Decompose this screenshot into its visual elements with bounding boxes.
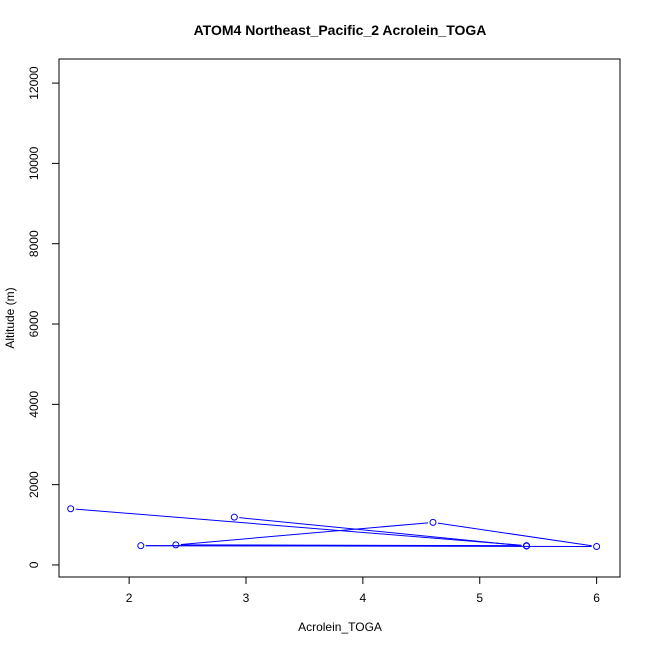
data-point: [172, 541, 180, 549]
y-tick-label: 8000: [27, 230, 41, 257]
series-group: [67, 505, 601, 550]
y-tick-label: 4000: [27, 391, 41, 418]
data-point: [429, 518, 437, 526]
series-line-segment: [180, 522, 429, 545]
x-tick-label: 2: [126, 591, 133, 605]
y-tick-label: 0: [27, 561, 41, 568]
data-point: [230, 513, 238, 521]
y-tick-label: 12000: [27, 66, 41, 100]
data-point: [137, 542, 145, 550]
y-tick-label: 6000: [27, 310, 41, 337]
x-tick-label: 3: [243, 591, 250, 605]
x-axis: 2 3 4 5 6: [126, 576, 600, 605]
chart-title: ATOM4 Northeast_Pacific_2 Acrolein_TOGA: [194, 22, 487, 38]
x-tick-label: 4: [360, 591, 367, 605]
series-line-segment: [437, 522, 592, 547]
series-line-segment: [239, 517, 522, 547]
y-tick-label: 10000: [27, 146, 41, 180]
x-axis-label: Acrolein_TOGA: [298, 620, 382, 634]
x-tick-label: 5: [476, 591, 483, 605]
x-tick-label: 6: [593, 591, 600, 605]
data-point: [67, 505, 75, 513]
y-tick-label: 2000: [27, 471, 41, 498]
y-axis: 0 2000 4000 6000 8000 10000 12000: [27, 66, 60, 568]
series-line-segment: [75, 508, 522, 546]
data-point: [523, 542, 530, 550]
y-axis-label: Altitude (m): [3, 287, 17, 348]
plot-frame: [58, 58, 621, 578]
data-point: [593, 542, 601, 550]
